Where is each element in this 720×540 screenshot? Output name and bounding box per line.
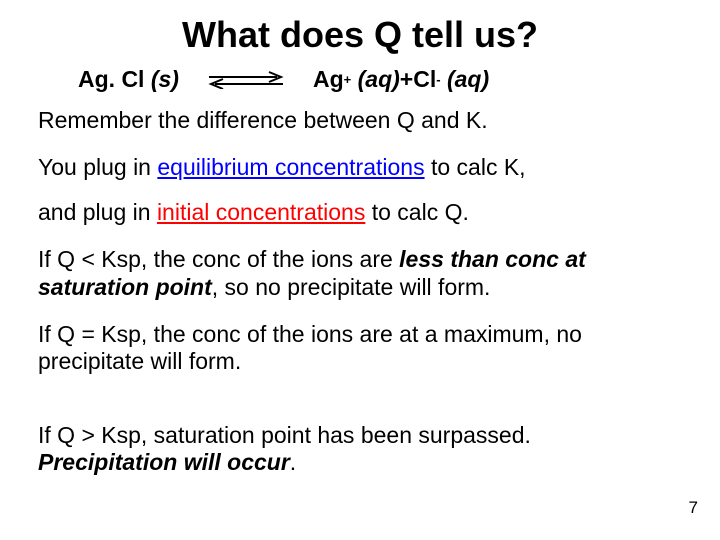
text-line-2: You plug in equilibrium concentrations t… (38, 154, 682, 181)
slide-title: What does Q tell us? (38, 14, 682, 56)
line3-emphasis: initial concentrations (157, 199, 365, 225)
line3-prefix: and plug in (38, 199, 157, 225)
equilibrium-arrow-icon (207, 71, 285, 89)
product1-species: Ag (313, 66, 344, 93)
reactant-state-text: (s) (151, 66, 179, 93)
line3-suffix: to calc Q. (365, 199, 469, 225)
text-line-3: and plug in initial concentrations to ca… (38, 199, 682, 226)
line2-prefix: You plug in (38, 154, 157, 180)
text-line-4: If Q < Ksp, the conc of the ions are les… (38, 246, 682, 300)
plus-sign: + (400, 66, 413, 93)
reactant-species: Ag. Cl (78, 66, 144, 93)
line6-prefix: If Q > Ksp, saturation point has been su… (38, 422, 531, 448)
text-line-1: Remember the difference between Q and K. (38, 107, 682, 134)
line2-suffix: to calc K, (425, 154, 526, 180)
line2-emphasis: equilibrium concentrations (157, 154, 424, 180)
product2-species: Cl (413, 66, 436, 93)
text-line-5: If Q = Ksp, the conc of the ions are at … (38, 321, 682, 375)
product1-charge: + (344, 72, 352, 87)
product2-state: (aq) (447, 66, 489, 93)
product1-state: (aq) (358, 66, 400, 93)
line6-suffix: . (290, 449, 296, 475)
chemical-equation: Ag. Cl (s) Ag+ (aq) + Cl- (aq) (78, 66, 682, 93)
page-number: 7 (689, 498, 698, 518)
line4-suffix: , so no precipitate will form. (212, 274, 491, 300)
line6-emphasis: Precipitation will occur (38, 449, 290, 475)
text-line-6: If Q > Ksp, saturation point has been su… (38, 395, 682, 476)
line4-prefix: If Q < Ksp, the conc of the ions are (38, 246, 399, 272)
